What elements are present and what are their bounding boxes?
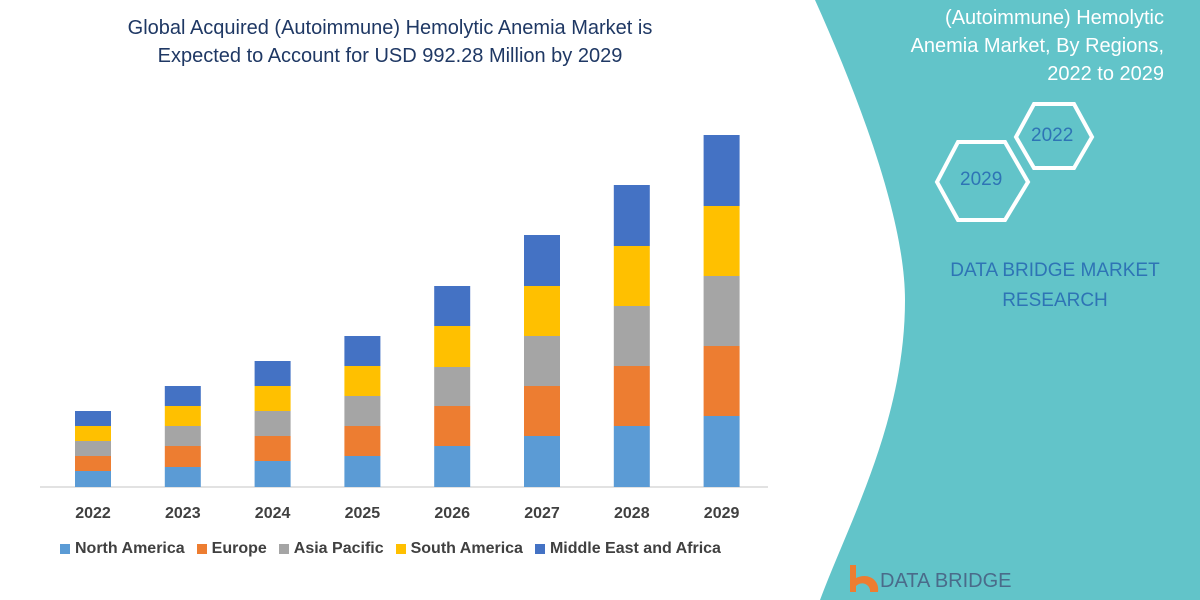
bar-segment xyxy=(164,426,201,446)
x-tick-label: 2027 xyxy=(524,505,560,522)
bar-segment xyxy=(344,336,381,366)
hex-2022 xyxy=(1013,102,1095,170)
logo-text: DATA BRIDGE xyxy=(880,570,1012,592)
legend: North America Europe Asia Pacific South Ame… xyxy=(60,540,721,558)
legend-label: Asia Pacific xyxy=(293,540,384,557)
hex-label-start: 2022 xyxy=(1031,125,1074,146)
legend-swatch xyxy=(60,544,70,554)
side-title-line: (Autoimmune) Hemolytic xyxy=(945,7,1164,29)
brand-text: DATA BRIDGE MARKET RESEARCH xyxy=(920,256,1190,316)
bar-segment xyxy=(703,135,740,206)
legend-swatch xyxy=(196,544,207,554)
bar-segment xyxy=(613,246,650,306)
legend-label: South America xyxy=(410,540,523,557)
legend-item: Middle East and Africa xyxy=(534,540,721,558)
bar-segment xyxy=(164,386,201,406)
legend-label: Europe xyxy=(211,540,267,557)
legend-item: South America xyxy=(395,540,523,558)
bar-segment xyxy=(254,461,291,487)
bar-segment xyxy=(524,336,560,386)
legend-item: Europe xyxy=(196,540,267,558)
bar-segment xyxy=(434,367,471,406)
bar-segment xyxy=(164,467,201,487)
bar-segment xyxy=(434,406,471,446)
x-tick-label: 2023 xyxy=(165,505,201,522)
side-title: (Autoimmune) Hemolytic Anemia Market, By… xyxy=(834,4,1164,88)
teal-panel xyxy=(815,0,1200,600)
bar-segment xyxy=(703,346,740,416)
bar-segment xyxy=(434,326,471,367)
chart-title: Global Acquired (Autoimmune) Hemolytic A… xyxy=(40,14,740,70)
bar-segment xyxy=(254,361,291,386)
bar-segment xyxy=(164,446,201,467)
bar-segment xyxy=(254,436,291,461)
bar-segment xyxy=(524,436,560,487)
legend-swatch xyxy=(395,544,406,554)
bar-segment xyxy=(344,366,381,396)
x-tick-label: 2025 xyxy=(345,505,381,522)
side-title-line: Anemia Market, By Regions, xyxy=(910,35,1164,57)
bar-segment xyxy=(344,456,381,487)
bar-segment xyxy=(613,306,650,366)
bar-segment xyxy=(254,411,291,436)
brand-line: RESEARCH xyxy=(1002,290,1108,311)
legend-swatch xyxy=(534,544,545,554)
bar-segment xyxy=(613,185,650,246)
hex-2029 xyxy=(934,140,1031,222)
x-tick-label: 2029 xyxy=(704,505,740,522)
logo-icon xyxy=(850,565,879,592)
x-tick-label: 2022 xyxy=(75,505,111,522)
bar-segment xyxy=(703,416,740,487)
bar-segment xyxy=(344,396,381,426)
bar-segment xyxy=(164,406,201,426)
side-title-line: 2022 to 2029 xyxy=(1047,63,1164,85)
bar-segment xyxy=(434,286,471,326)
brand-line: DATA BRIDGE MARKET xyxy=(950,260,1160,281)
legend-item: North America xyxy=(60,540,185,558)
bar-segment xyxy=(75,441,111,456)
title-line: Expected to Account for USD 992.28 Milli… xyxy=(157,45,623,67)
bar-segment xyxy=(703,206,740,276)
x-tick-label: 2028 xyxy=(614,505,650,522)
hex-label-end: 2029 xyxy=(960,169,1003,190)
bar-segment xyxy=(703,276,740,346)
bar-segment xyxy=(434,446,471,487)
bar-segment xyxy=(344,426,381,456)
x-tick-label: 2024 xyxy=(255,505,291,522)
bar-segment xyxy=(75,426,111,441)
bar-segment xyxy=(524,286,560,336)
bar-segment xyxy=(524,386,560,436)
bar-segment xyxy=(75,411,111,426)
x-tick-label: 2026 xyxy=(434,505,470,522)
legend-label: Middle East and Africa xyxy=(549,540,721,557)
bar-segment xyxy=(524,235,560,286)
bar-segment xyxy=(613,366,650,426)
bar-segment xyxy=(75,471,111,487)
bar-segment xyxy=(75,456,111,471)
bar-segment xyxy=(254,386,291,411)
title-line: Global Acquired (Autoimmune) Hemolytic A… xyxy=(127,17,653,39)
legend-label: North America xyxy=(75,540,185,557)
legend-item: Asia Pacific xyxy=(278,540,384,558)
bar-segment xyxy=(613,426,650,487)
legend-swatch xyxy=(278,544,289,554)
